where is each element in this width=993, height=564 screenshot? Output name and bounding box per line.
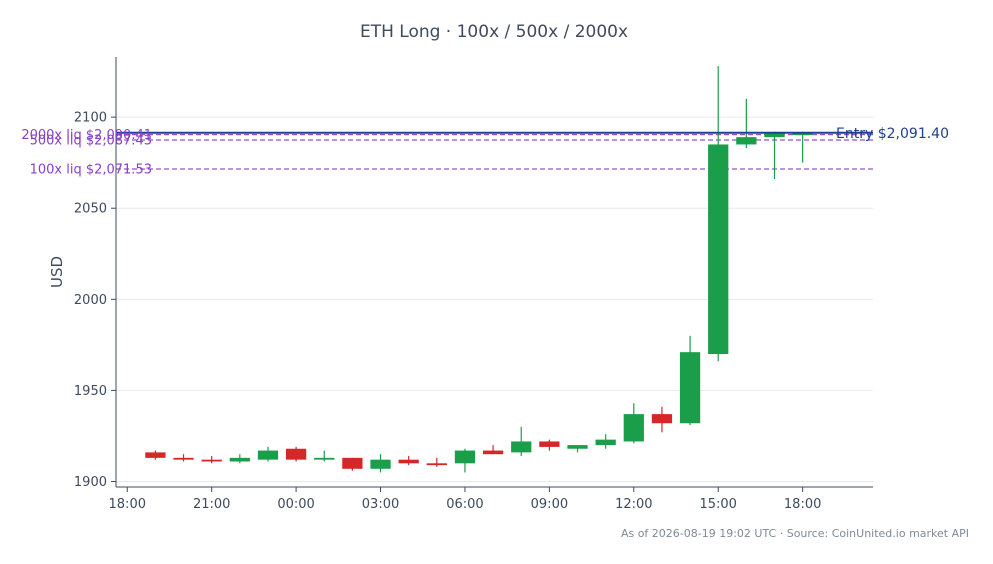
candle-body [342, 457, 363, 469]
candle-body [764, 133, 785, 138]
x-tick-label: 03:00 [362, 497, 399, 512]
liquidation-label: 100x liq $2,071.53 [30, 163, 152, 178]
candle-body [595, 439, 616, 446]
candle-body [792, 133, 813, 136]
x-tick-label: 12:00 [615, 497, 652, 512]
x-tick-label: 00:00 [277, 497, 314, 512]
y-tick-label: 1950 [74, 384, 107, 399]
candle-body [201, 459, 222, 462]
liquidation-label: 2000x liq $2,090.41 [21, 128, 152, 143]
candle-body [370, 459, 391, 469]
candle-body [651, 414, 673, 424]
tick-labels: 1900 1950 2000 2050 2100 18:00 21:00 00:00 03:00… [74, 111, 821, 512]
candle-body [454, 450, 476, 464]
candle-body [314, 457, 335, 460]
y-axis-label: USD [48, 256, 66, 288]
axes [115, 57, 873, 488]
candle-body [257, 450, 279, 460]
liquidation-lines [116, 134, 873, 170]
candle-body [511, 441, 532, 453]
candles [145, 66, 813, 473]
candle-body [482, 450, 504, 455]
candle-body [623, 414, 644, 442]
y-tick-label: 2050 [74, 202, 107, 217]
candle-body [679, 352, 701, 424]
candle-body [173, 457, 194, 460]
candle-body [285, 448, 307, 460]
candle-body [736, 137, 757, 145]
liquidation-label: 500x liq $2,087.43 [30, 134, 152, 149]
candle-body [398, 459, 419, 464]
candle-body [145, 452, 166, 458]
source-footer: As of 2026-08-19 19:02 UTC · Source: Coi… [621, 527, 969, 540]
y-tick-label: 2100 [74, 111, 107, 126]
y-tick-label: 2000 [74, 293, 107, 308]
x-tick-label: 09:00 [531, 497, 568, 512]
x-tick-label: 15:00 [699, 497, 736, 512]
x-tick-label: 18:00 [109, 497, 146, 512]
x-tick-label: 06:00 [446, 497, 483, 512]
candle-body [229, 457, 250, 462]
candle-body [539, 441, 560, 447]
chart-title: ETH Long · 100x / 500x / 2000x [360, 22, 628, 42]
x-tick-label: 18:00 [784, 497, 821, 512]
entry-label: Entry $2,091.40 [836, 126, 949, 142]
y-tick-label: 1900 [74, 475, 107, 490]
candle-body [708, 144, 729, 354]
x-tick-label: 21:00 [193, 497, 230, 512]
candle-body [426, 463, 447, 466]
grid-lines [116, 116, 873, 483]
candle-body [567, 445, 588, 449]
